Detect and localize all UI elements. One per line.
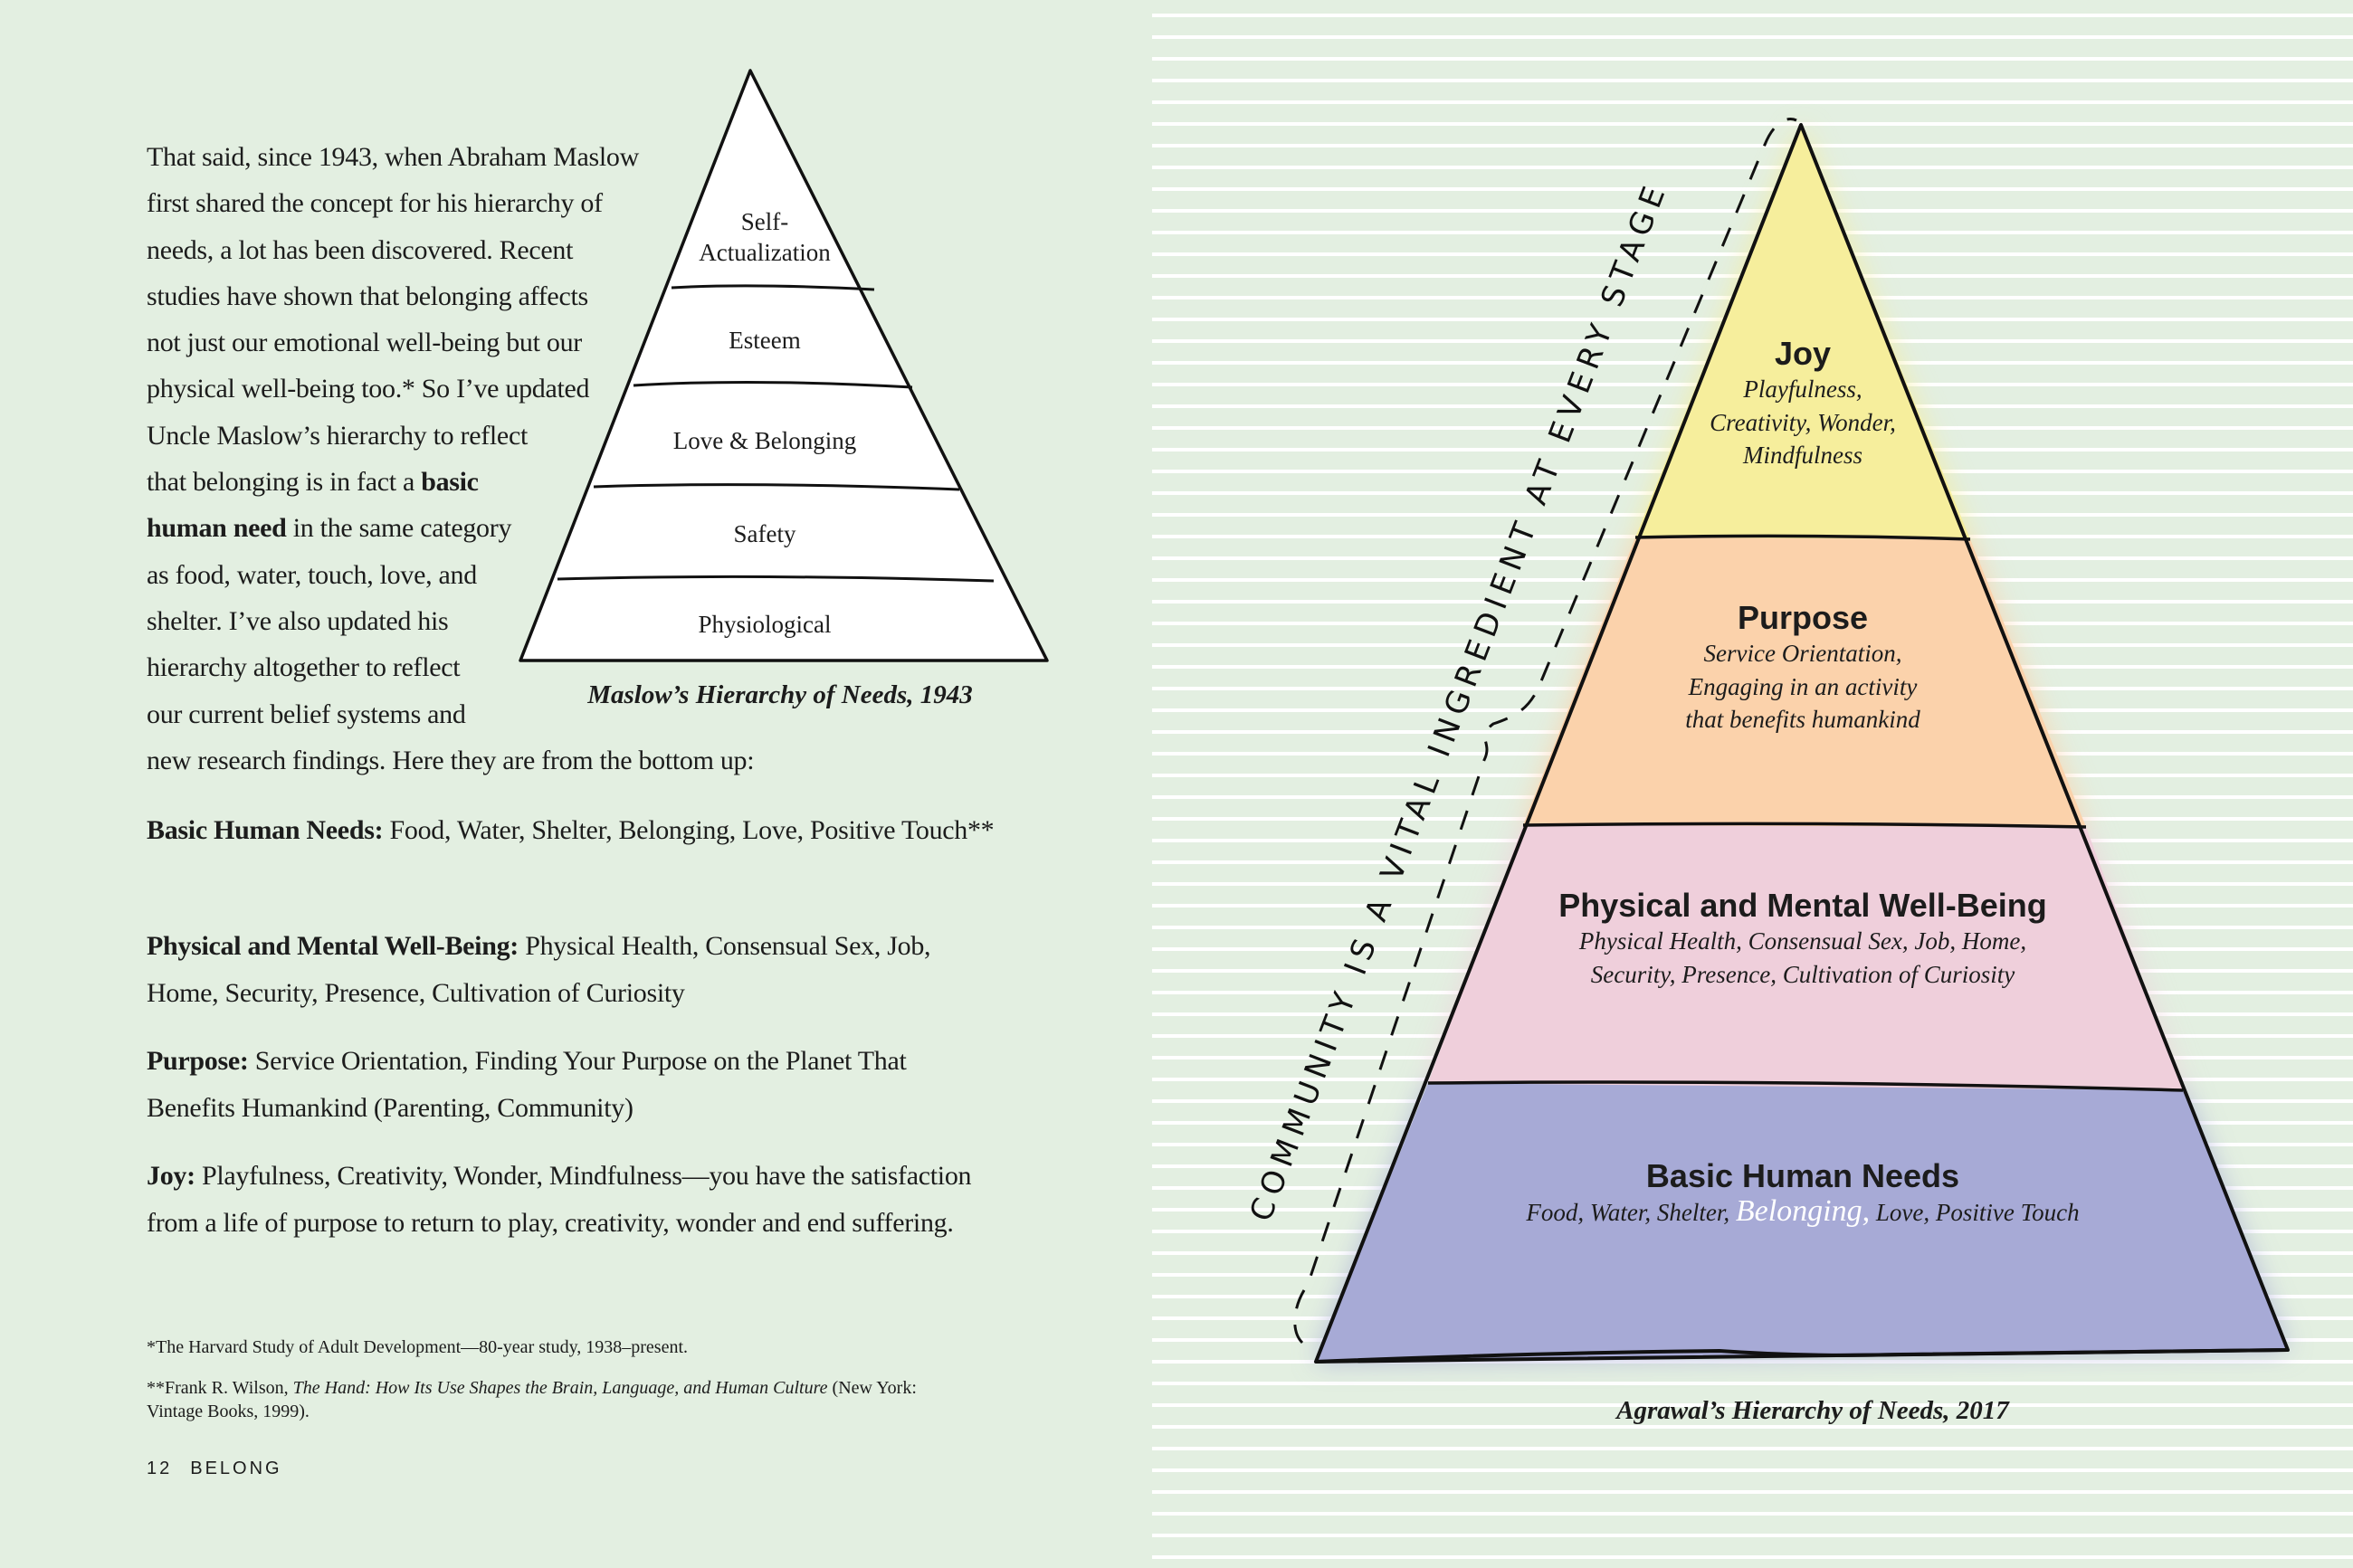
agrawal-caption: Agrawal’s Hierarchy of Needs, 2017	[1616, 1396, 2009, 1425]
footnote-1: *The Harvard Study of Adult Development—…	[147, 1337, 689, 1357]
footnote-2: **Frank R. Wilson, The Hand: How Its Use…	[147, 1376, 961, 1423]
maslow-level-physiological: Physiological	[698, 611, 832, 638]
maslow-level-self-actualization: Self- Actualization	[699, 206, 830, 268]
tier-basic-needs: Basic Human Needs Food, Water, Shelter, …	[1526, 1157, 2079, 1230]
tier-well-being: Physical and Mental Well-Being Physical …	[1558, 887, 2046, 991]
definition-well-being: Physical and Mental Well-Being: Physical…	[147, 923, 997, 1016]
emphasis-text: basic	[421, 467, 479, 498]
intro-text: in the same category	[286, 513, 512, 544]
intro-line: new research findings. Here they are fro…	[147, 737, 755, 784]
intro-line: physical well-being too.* So I’ve update…	[147, 366, 754, 412]
intro-text: that belonging is in fact a	[147, 467, 422, 498]
tier-title: Purpose	[1737, 599, 1869, 636]
tier-detail: Security, Presence, Cultivation of Curio…	[1590, 960, 2015, 988]
intro-text: new research findings. Here they are fro…	[147, 745, 755, 775]
definition-text: Playfulness, Creativity, Wonder, Mindful…	[147, 1161, 972, 1238]
tier-fill-basic-needs	[1316, 1083, 2288, 1362]
tier-purpose: Purpose Service Orientation, Engaging in…	[1685, 599, 1920, 736]
tier-detail: that benefits humankind	[1685, 706, 1920, 733]
maslow-divider	[671, 284, 875, 291]
intro-text: That said, since 1943, when Abraham Masl…	[147, 142, 639, 172]
tier-detail: Physical Health, Consensual Sex, Job, Ho…	[1578, 927, 2027, 955]
footnote-text: **Frank R. Wilson,	[147, 1378, 293, 1398]
tier-detail: Food, Water, Shelter, Belonging, Love, P…	[1526, 1194, 2080, 1230]
maslow-pyramid	[519, 69, 1049, 662]
intro-line: that belonging is in fact a basic	[147, 459, 754, 505]
tier-divider	[1522, 822, 2087, 829]
tier-detail: Mindfulness	[1743, 442, 1862, 469]
tier-detail: Playfulness,	[1743, 375, 1862, 403]
definition-text: Service Orientation, Finding Your Purpos…	[147, 1046, 907, 1123]
tier-divider	[1427, 1080, 2184, 1092]
tier-joy: Joy Playfulness, Creativity, Wonder, Min…	[1710, 335, 1896, 472]
intro-line: Uncle Maslow’s hierarchy to reflect	[147, 413, 754, 459]
tier-detail-text: Love, Positive Touch	[1870, 1199, 2080, 1226]
definition-term: Physical and Mental Well-Being:	[147, 931, 519, 961]
intro-text: as food, water, touch, love, and	[147, 559, 477, 590]
intro-line: human need in the same category	[147, 505, 754, 551]
footnote-text: (New York: Vintage Books, 1999).	[147, 1378, 917, 1421]
left-page: That said, since 1943, when Abraham Masl…	[0, 0, 1152, 1568]
intro-line: our current belief systems and	[147, 691, 754, 737]
intro-text: needs, a lot has been discovered. Recent	[147, 234, 574, 265]
tier-title: Physical and Mental Well-Being	[1558, 887, 2047, 924]
definition-text: Physical Health, Consensual Sex, Job, Ho…	[147, 931, 931, 1008]
intro-paragraph: That said, since 1943, when Abraham Masl…	[147, 134, 755, 784]
belonging-highlight: Belonging,	[1735, 1194, 1871, 1228]
maslow-divider	[557, 575, 995, 583]
footnote-book-title: The Hand: How Its Use Shapes the Brain, …	[292, 1378, 828, 1398]
maslow-level-love-belonging: Love & Belonging	[672, 427, 857, 454]
intro-text: our current belief systems and	[147, 698, 466, 729]
intro-text: Uncle Maslow’s hierarchy to reflect	[147, 420, 528, 451]
intro-line: hierarchy altogether to reflect	[147, 644, 754, 690]
definition-term: Purpose:	[147, 1046, 249, 1076]
definition-term: Joy:	[147, 1161, 195, 1191]
maslow-caption: Maslow’s Hierarchy of Needs, 1943	[587, 680, 973, 709]
intro-text: studies have shown that belonging affect…	[147, 280, 588, 311]
intro-line: That said, since 1943, when Abraham Masl…	[147, 134, 754, 180]
intro-line: needs, a lot has been discovered. Recent	[147, 227, 754, 273]
level-label: Self- Actualization	[699, 208, 831, 266]
intro-text: shelter. I’ve also updated his	[147, 605, 449, 636]
intro-line: studies have shown that belonging affect…	[147, 273, 754, 319]
maslow-level-esteem: Esteem	[729, 327, 801, 354]
tier-title: Basic Human Needs	[1645, 1157, 1960, 1194]
maslow-level-safety: Safety	[733, 520, 796, 547]
definition-joy: Joy: Playfulness, Creativity, Wonder, Mi…	[147, 1153, 997, 1246]
tier-fill-purpose	[1523, 537, 2086, 827]
maslow-triangle	[519, 69, 1049, 662]
pyramid-base	[1315, 1348, 2289, 1364]
intro-line: shelter. I’ve also updated his	[147, 598, 754, 644]
tier-fill-well-being	[1428, 825, 2183, 1090]
definition-basic-needs: Basic Human Needs: Food, Water, Shelter,…	[147, 807, 997, 854]
definition-text: Food, Water, Shelter, Belonging, Love, P…	[383, 815, 995, 845]
definition-purpose: Purpose: Service Orientation, Finding Yo…	[147, 1038, 997, 1131]
intro-line: not just our emotional well-being but ou…	[147, 319, 754, 366]
page-folio: 12 BELONG	[147, 1459, 300, 1479]
tier-detail: Engaging in an activity	[1688, 672, 1918, 700]
tier-title: Joy	[1774, 335, 1832, 372]
tier-detail-text: Food, Water, Shelter,	[1526, 1199, 1736, 1226]
intro-text: first shared the concept for his hierarc…	[147, 188, 603, 219]
tier-divider	[1634, 534, 1971, 541]
intro-text: hierarchy altogether to reflect	[147, 652, 461, 683]
definition-term: Basic Human Needs:	[147, 815, 384, 845]
dashed-bracket	[1293, 118, 1797, 1345]
emphasis-text: human need	[147, 513, 287, 544]
intro-line: as food, water, touch, love, and	[147, 552, 754, 598]
maslow-divider	[593, 483, 960, 491]
intro-text: not just our emotional well-being but ou…	[147, 328, 582, 358]
intro-line: first shared the concept for his hierarc…	[147, 180, 754, 226]
tier-detail: Creativity, Wonder,	[1710, 408, 1896, 436]
tier-fill-joy	[1635, 125, 1970, 539]
maslow-divider	[633, 380, 913, 389]
intro-text: physical well-being too.* So I’ve update…	[147, 374, 590, 404]
tier-detail: Service Orientation,	[1703, 640, 1902, 667]
running-title: BELONG	[190, 1459, 282, 1478]
page-number: 12	[147, 1459, 173, 1478]
